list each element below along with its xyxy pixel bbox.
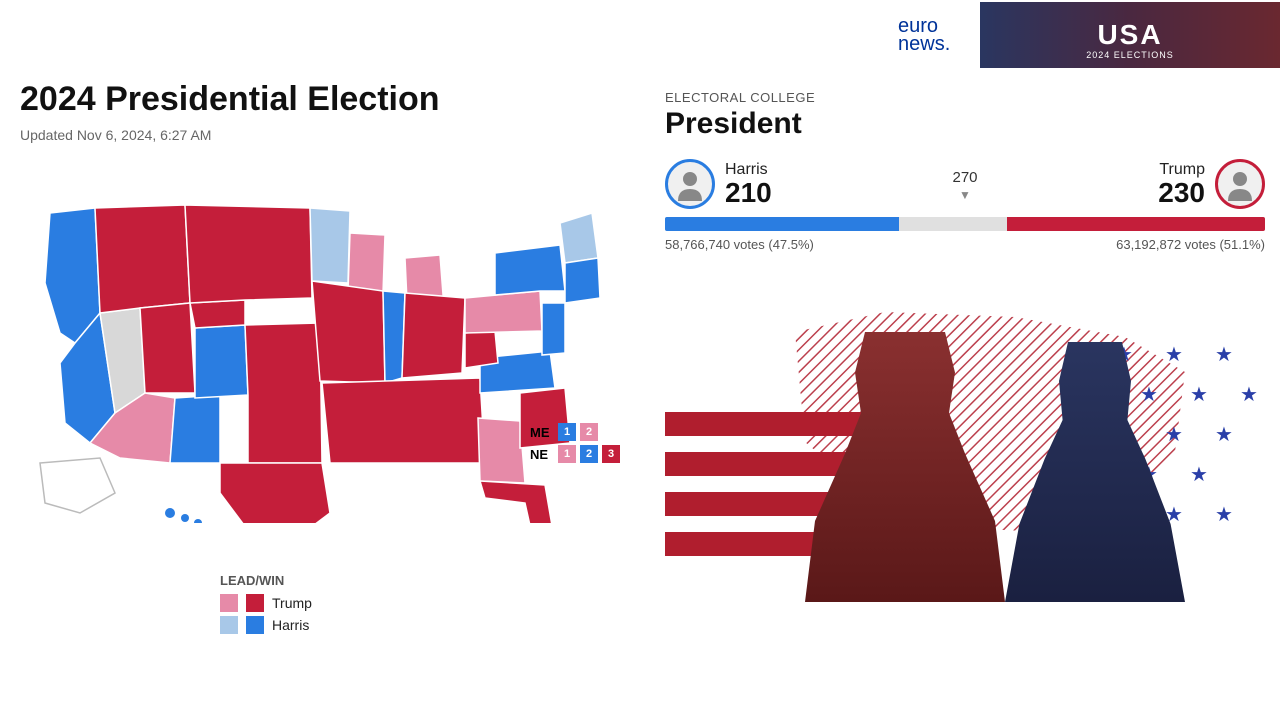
state-ks-ok[interactable] — [245, 323, 322, 463]
state-wi[interactable] — [348, 233, 385, 293]
header-banner: euro news. USA 2024 ELECTIONS — [890, 0, 1280, 70]
president-title: President — [665, 107, 1265, 141]
harris-count: 210 — [725, 179, 772, 207]
euronews-logo: euro news. — [890, 9, 980, 61]
district-ne: NE 1 2 3 — [530, 445, 620, 463]
logo-line2: news. — [898, 35, 972, 53]
legend-trump-win-swatch — [246, 594, 264, 612]
us-electoral-map[interactable]: ME 1 2 NE 1 2 3 — [20, 163, 620, 523]
person-icon — [673, 167, 707, 201]
state-nd-sd-ne[interactable] — [185, 205, 312, 303]
district-me-label: ME — [530, 425, 554, 440]
legend-trump-label: Trump — [272, 595, 312, 611]
usa-banner: USA 2024 ELECTIONS — [980, 2, 1280, 68]
state-fl[interactable] — [480, 481, 555, 523]
legend-harris-lead-swatch — [220, 616, 238, 634]
page-title: 2024 Presidential Election — [20, 80, 640, 119]
candidates-row: Harris 210 270 ▼ Trump 230 — [665, 159, 1265, 209]
district-me-1[interactable]: 1 — [558, 423, 576, 441]
legend-harris-label: Harris — [272, 617, 309, 633]
harris-info: Harris 210 — [725, 161, 772, 207]
decorative-graphic: ★ ★ ★ ★ ★ ★ ★ ★ ★ ★ ★ ★ ★ ★ ★ ★ ★ ★ — [665, 282, 1265, 602]
state-ny[interactable] — [495, 245, 565, 295]
progress-gap — [899, 217, 1007, 231]
map-svg — [20, 163, 620, 523]
district-ne-1[interactable]: 1 — [558, 445, 576, 463]
state-co[interactable] — [195, 325, 248, 398]
state-ut[interactable] — [140, 303, 195, 393]
state-vt-nh-me[interactable] — [560, 213, 598, 263]
legend-harris-win-swatch — [246, 616, 264, 634]
state-ak[interactable] — [40, 458, 115, 513]
threshold-value: 270 — [952, 169, 977, 186]
state-nm[interactable] — [170, 395, 220, 463]
candidate-trump: Trump 230 — [1158, 159, 1265, 209]
legend-title: LEAD/WIN — [220, 573, 640, 588]
trump-avatar — [1215, 159, 1265, 209]
harris-avatar — [665, 159, 715, 209]
legend-row-trump: Trump — [220, 594, 640, 612]
state-mn[interactable] — [310, 208, 350, 283]
candidate-harris: Harris 210 — [665, 159, 772, 209]
state-pa[interactable] — [465, 291, 542, 333]
district-ne-3[interactable]: 3 — [602, 445, 620, 463]
legend-row-harris: Harris — [220, 616, 640, 634]
state-ma-ct-ri[interactable] — [565, 258, 600, 303]
threshold-marker: 270 ▼ — [952, 169, 977, 202]
electoral-college-label: ELECTORAL COLLEGE — [665, 90, 1265, 105]
state-id-mt[interactable] — [95, 205, 190, 313]
district-ne-label: NE — [530, 447, 554, 462]
state-ky-tn-ar-la-ms-al[interactable] — [322, 378, 485, 463]
banner-title: USA — [1097, 19, 1162, 51]
state-wy[interactable] — [190, 300, 245, 328]
state-tx[interactable] — [220, 463, 330, 523]
legend-trump-lead-swatch — [220, 594, 238, 612]
state-hi[interactable] — [165, 508, 175, 518]
district-ne-2[interactable]: 2 — [580, 445, 598, 463]
progress-harris — [665, 217, 899, 231]
person-icon — [1223, 167, 1257, 201]
state-wv[interactable] — [465, 331, 498, 368]
left-panel: 2024 Presidential Election Updated Nov 6… — [20, 80, 640, 638]
right-panel: ELECTORAL COLLEGE President Harris 210 2… — [665, 90, 1265, 602]
trump-count: 230 — [1158, 179, 1205, 207]
district-me-2[interactable]: 2 — [580, 423, 598, 441]
banner-sub: 2024 ELECTIONS — [1086, 50, 1174, 60]
trump-votes: 63,192,872 votes (51.1%) — [1116, 237, 1265, 252]
vote-stats: 58,766,740 votes (47.5%) 63,192,872 vote… — [665, 237, 1265, 252]
state-in-oh[interactable] — [402, 293, 465, 378]
electoral-progress-bar — [665, 217, 1265, 231]
district-me: ME 1 2 — [530, 423, 620, 441]
district-boxes: ME 1 2 NE 1 2 3 — [530, 423, 620, 467]
state-ia-mo[interactable] — [312, 281, 385, 383]
threshold-arrow-icon: ▼ — [952, 188, 977, 202]
state-nj-de-md[interactable] — [542, 303, 565, 355]
legend: LEAD/WIN Trump Harris — [220, 573, 640, 634]
progress-trump — [1007, 217, 1265, 231]
updated-timestamp: Updated Nov 6, 2024, 6:27 AM — [20, 127, 640, 143]
harris-votes: 58,766,740 votes (47.5%) — [665, 237, 814, 252]
state-ga[interactable] — [478, 418, 525, 483]
trump-info: Trump 230 — [1158, 161, 1205, 207]
